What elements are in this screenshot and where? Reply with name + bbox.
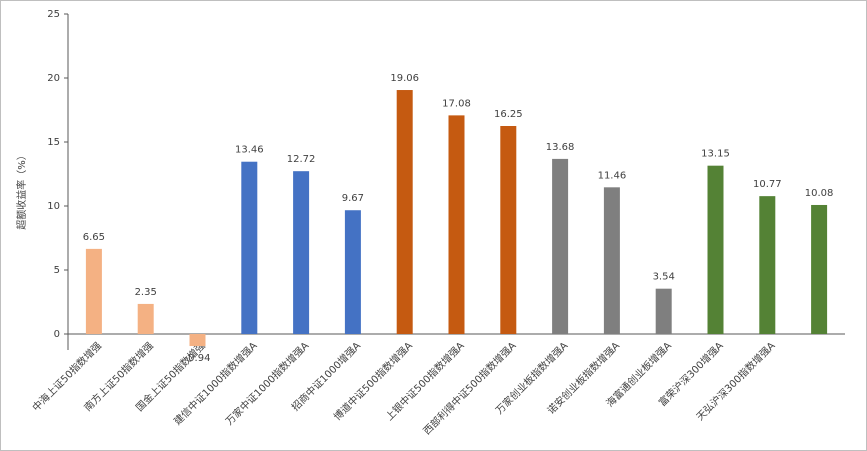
value-label: 2.35	[135, 287, 157, 298]
value-label: 3.54	[653, 272, 675, 283]
value-label: 17.08	[442, 98, 471, 109]
y-tick-label: 10	[47, 201, 60, 212]
value-label: -0.94	[185, 353, 211, 364]
y-tick-label: 20	[47, 73, 60, 84]
value-label: 10.08	[805, 188, 834, 199]
bar	[707, 165, 724, 334]
bar	[241, 161, 258, 334]
bar	[293, 171, 310, 334]
value-label: 12.72	[287, 154, 316, 165]
y-tick-label: 5	[54, 265, 60, 276]
value-label: 10.77	[753, 179, 782, 190]
bar	[552, 158, 569, 334]
bar	[811, 204, 828, 334]
bar	[759, 196, 776, 334]
value-label: 6.65	[83, 232, 105, 243]
value-label: 13.15	[701, 149, 730, 160]
value-label: 16.25	[494, 109, 523, 120]
bar	[85, 248, 102, 334]
bar	[396, 90, 413, 334]
value-label: 19.06	[390, 73, 419, 84]
value-label: 13.46	[235, 145, 264, 156]
bar	[448, 115, 465, 334]
y-axis-label: 超额收益率（%）	[15, 150, 28, 230]
bar	[655, 288, 672, 334]
value-label: 9.67	[342, 193, 364, 204]
bar	[603, 187, 620, 334]
value-label: 13.68	[546, 142, 575, 153]
bar	[344, 210, 361, 334]
value-label: 11.46	[598, 170, 627, 181]
y-tick-label: 25	[47, 9, 60, 20]
y-tick-label: 0	[54, 329, 60, 340]
bar	[137, 303, 154, 334]
bar	[500, 126, 517, 334]
bar	[189, 334, 206, 347]
y-tick-label: 15	[47, 137, 60, 148]
